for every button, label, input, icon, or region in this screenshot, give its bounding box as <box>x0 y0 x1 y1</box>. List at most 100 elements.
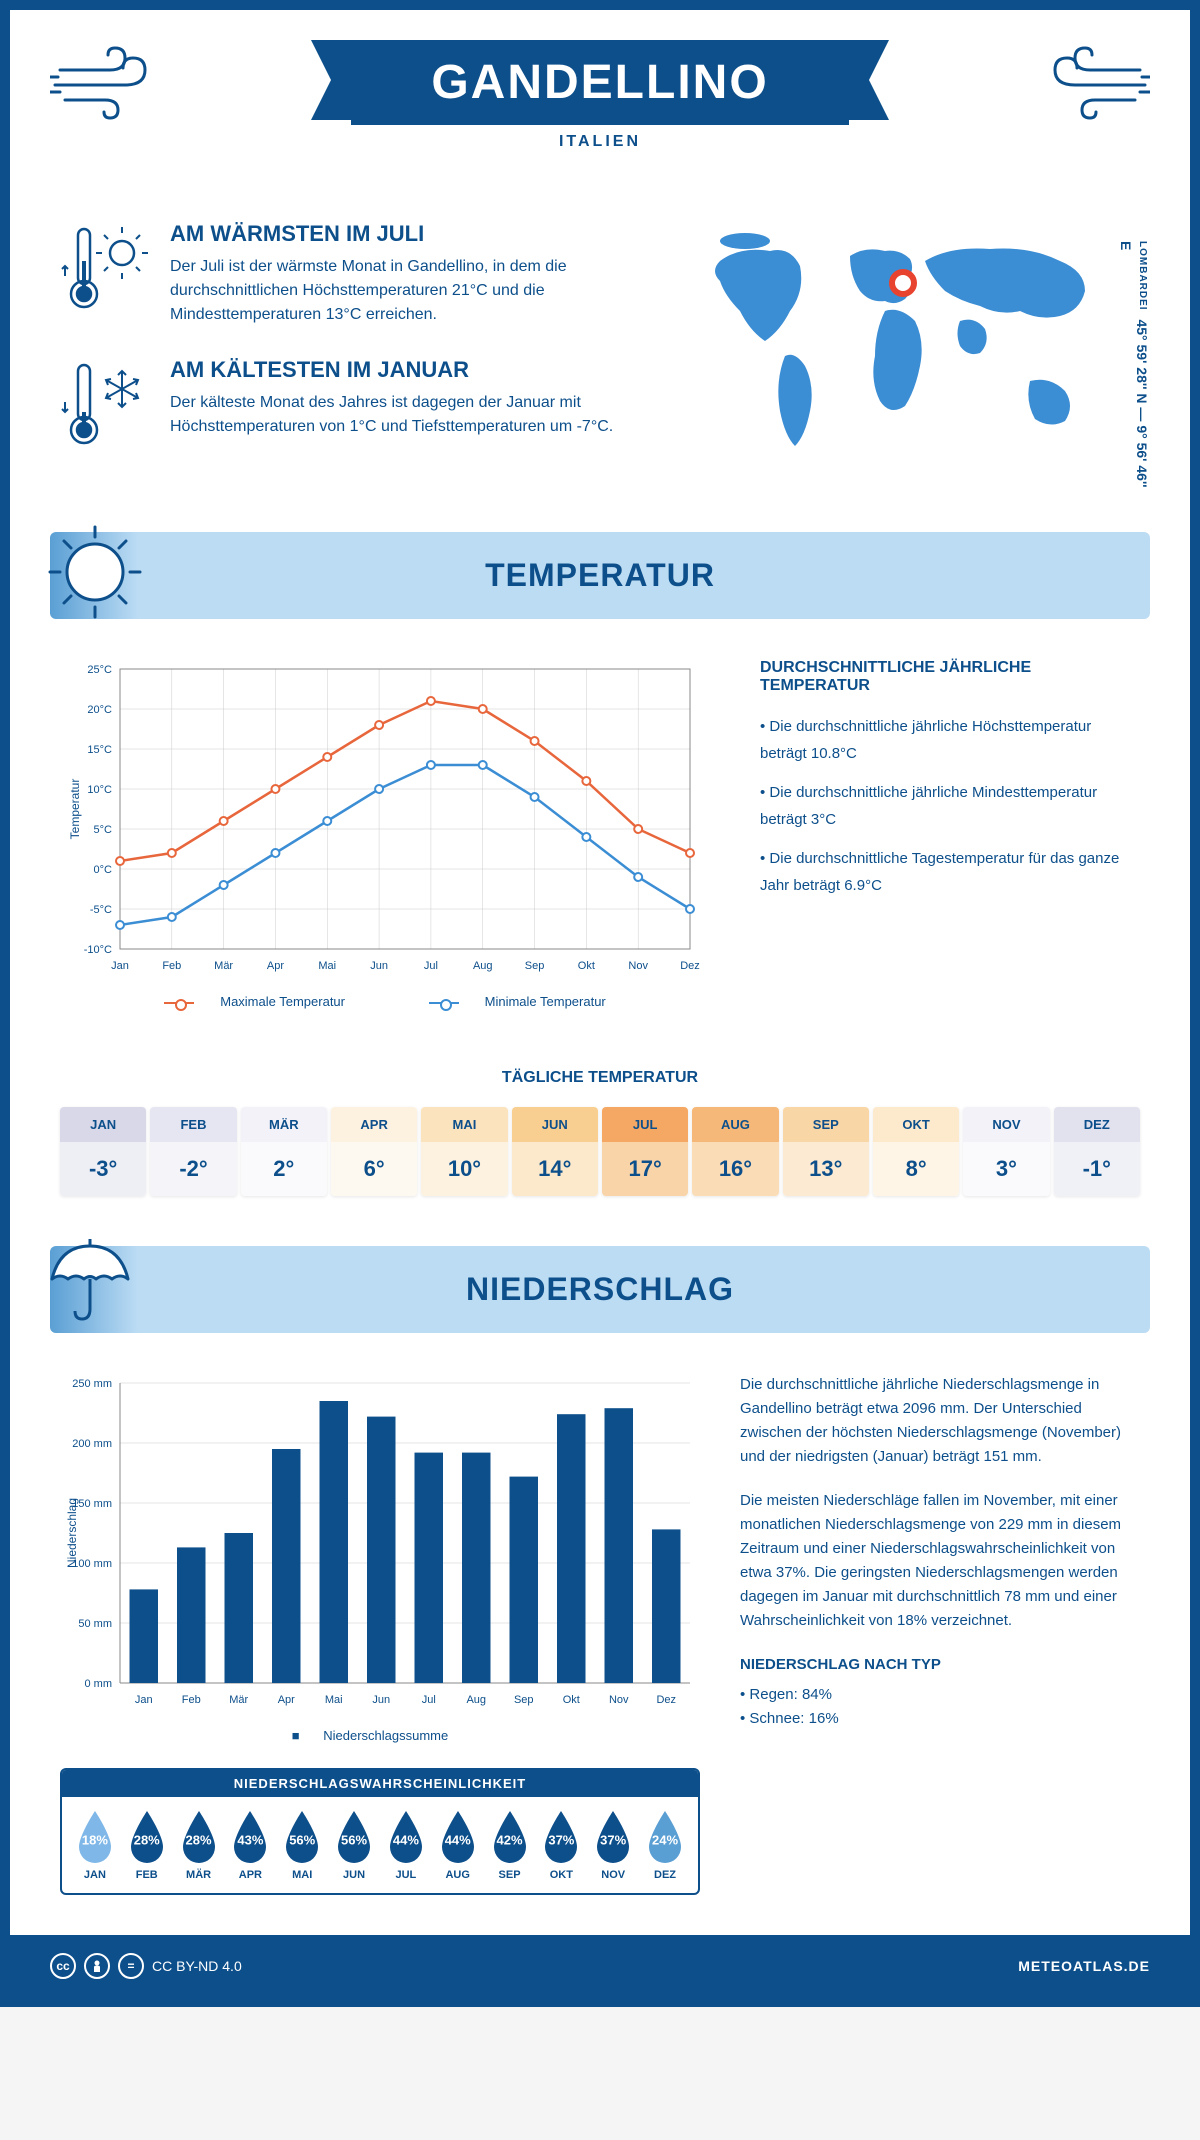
temp-cell-value: 2° <box>241 1142 327 1196</box>
svg-text:Apr: Apr <box>267 960 284 972</box>
temp-cell-value: 14° <box>512 1142 598 1196</box>
temperature-chart: -10°C-5°C0°C5°C10°C15°C20°C25°CJanFebMär… <box>60 659 710 1009</box>
raindrop-icon: 56% <box>280 1809 324 1865</box>
chart-legend: Maximale Temperatur Minimale Temperatur <box>60 994 710 1009</box>
temp-cell-month: DEZ <box>1054 1107 1140 1142</box>
coordinates: LOMBARDEI 45° 59' 28'' N — 9° 56' 46'' E <box>1118 241 1150 492</box>
svg-text:Niederschlag: Niederschlag <box>65 1498 79 1568</box>
svg-text:Dez: Dez <box>656 1694 676 1706</box>
fact-coldest: AM KÄLTESTEN IM JANUAR Der kälteste Mona… <box>60 357 650 462</box>
probability-cell: 18% JAN <box>70 1809 120 1881</box>
temp-cell-month: AUG <box>692 1107 778 1142</box>
region-label: LOMBARDEI <box>1137 241 1148 311</box>
section-title: TEMPERATUR <box>75 557 1125 594</box>
temp-cell-value: 3° <box>963 1142 1049 1196</box>
daily-temperature: TÄGLICHE TEMPERATUR JAN-3°FEB-2°MÄR2°APR… <box>10 1049 1190 1246</box>
temp-cell-month: JUL <box>602 1107 688 1142</box>
temp-cell: DEZ-1° <box>1054 1107 1140 1196</box>
footer: cc = CC BY-ND 4.0 METEOATLAS.DE <box>10 1935 1190 1997</box>
svg-text:Jun: Jun <box>370 960 388 972</box>
section-header-temperature: TEMPERATUR <box>50 532 1150 619</box>
fact-title: AM KÄLTESTEN IM JANUAR <box>170 357 650 383</box>
precip-type-title: NIEDERSCHLAG NACH TYP <box>740 1653 1140 1677</box>
footer-license: cc = CC BY-ND 4.0 <box>50 1953 242 1979</box>
svg-text:Okt: Okt <box>578 960 595 972</box>
svg-text:5°C: 5°C <box>94 824 113 836</box>
svg-text:Feb: Feb <box>182 1694 201 1706</box>
raindrop-icon: 18% <box>73 1809 117 1865</box>
footer-site: METEOATLAS.DE <box>1018 1958 1150 1974</box>
title-block: GANDELLINO ITALIEN <box>351 40 848 151</box>
precip-type-rain: • Regen: 84% <box>740 1683 1140 1707</box>
by-icon <box>84 1953 110 1979</box>
svg-text:Mär: Mär <box>214 960 233 972</box>
temp-cell-value: 6° <box>331 1142 417 1196</box>
raindrop-icon: 56% <box>332 1809 376 1865</box>
page-title: GANDELLINO <box>351 40 848 125</box>
svg-text:Jul: Jul <box>424 960 438 972</box>
fact-text: Der kälteste Monat des Jahres ist dagege… <box>170 391 650 439</box>
temp-cell-month: MAI <box>421 1107 507 1142</box>
probability-month: NOV <box>588 1869 638 1881</box>
raindrop-icon: 43% <box>228 1809 272 1865</box>
raindrop-icon: 28% <box>125 1809 169 1865</box>
intro-section: AM WÄRMSTEN IM JULI Der Juli ist der wär… <box>10 201 1190 532</box>
svg-text:25°C: 25°C <box>87 664 112 676</box>
probability-cell: 43% APR <box>225 1809 275 1881</box>
temp-cell: SEP13° <box>783 1107 869 1196</box>
temp-cell-value: -1° <box>1054 1142 1140 1196</box>
temp-cell-value: 10° <box>421 1142 507 1196</box>
daily-temp-title: TÄGLICHE TEMPERATUR <box>60 1069 1140 1087</box>
svg-text:Sep: Sep <box>525 960 545 972</box>
temp-cell-value: 13° <box>783 1142 869 1196</box>
svg-text:Jan: Jan <box>111 960 129 972</box>
probability-grid: 18%JAN28%FEB28%MÄR43%APR56%MAI56%JUN44%J… <box>62 1797 698 1893</box>
temp-cell-month: NOV <box>963 1107 1049 1142</box>
cc-icon: cc <box>50 1953 76 1979</box>
svg-text:20°C: 20°C <box>87 704 112 716</box>
temp-cell: AUG16° <box>692 1107 778 1196</box>
svg-text:Apr: Apr <box>278 1694 295 1706</box>
temp-cell: MÄR2° <box>241 1107 327 1196</box>
svg-text:200 mm: 200 mm <box>72 1438 112 1450</box>
precip-paragraph: Die meisten Niederschläge fallen im Nove… <box>740 1489 1140 1633</box>
svg-text:Mai: Mai <box>318 960 336 972</box>
temp-cell-month: APR <box>331 1107 417 1142</box>
probability-month: MÄR <box>174 1869 224 1881</box>
temp-cell-value: -2° <box>150 1142 236 1196</box>
fact-text: Der Juli ist der wärmste Monat in Gandel… <box>170 255 650 327</box>
wind-icon <box>1030 40 1150 125</box>
precipitation-left: 0 mm50 mm100 mm150 mm200 mm250 mmJanFebM… <box>60 1373 700 1895</box>
legend-max: Maximale Temperatur <box>220 994 345 1009</box>
probability-cell: 56%MAI <box>277 1809 327 1881</box>
legend-min: Minimale Temperatur <box>485 994 606 1009</box>
fact-content: AM KÄLTESTEN IM JANUAR Der kälteste Mona… <box>170 357 650 462</box>
nd-icon: = <box>118 1953 144 1979</box>
svg-text:Feb: Feb <box>162 960 181 972</box>
svg-text:0°C: 0°C <box>94 864 113 876</box>
svg-text:Nov: Nov <box>609 1694 629 1706</box>
svg-text:15°C: 15°C <box>87 744 112 756</box>
probability-month: JAN <box>70 1869 120 1881</box>
svg-text:10°C: 10°C <box>87 784 112 796</box>
temp-cell-month: JUN <box>512 1107 598 1142</box>
temp-cell-value: 16° <box>692 1142 778 1196</box>
svg-text:Temperatur: Temperatur <box>68 779 82 840</box>
raindrop-icon: 37% <box>539 1809 583 1865</box>
fact-title: AM WÄRMSTEN IM JULI <box>170 221 650 247</box>
raindrop-icon: 44% <box>436 1809 480 1865</box>
svg-text:Mär: Mär <box>229 1694 248 1706</box>
svg-text:Jan: Jan <box>135 1694 153 1706</box>
temp-cell-month: FEB <box>150 1107 236 1142</box>
precipitation-chart: 0 mm50 mm100 mm150 mm200 mm250 mmJanFebM… <box>60 1373 700 1713</box>
svg-text:Aug: Aug <box>466 1694 486 1706</box>
raindrop-icon: 24% <box>643 1809 687 1865</box>
probability-cell: 44%AUG <box>433 1809 483 1881</box>
probability-cell: 56%JUN <box>329 1809 379 1881</box>
probability-month: FEB <box>122 1869 172 1881</box>
svg-text:Jul: Jul <box>422 1694 436 1706</box>
probability-title: NIEDERSCHLAGSWAHRSCHEINLICHKEIT <box>62 1770 698 1797</box>
probability-month: JUL <box>381 1869 431 1881</box>
probability-month: APR <box>225 1869 275 1881</box>
svg-text:50 mm: 50 mm <box>78 1618 112 1630</box>
